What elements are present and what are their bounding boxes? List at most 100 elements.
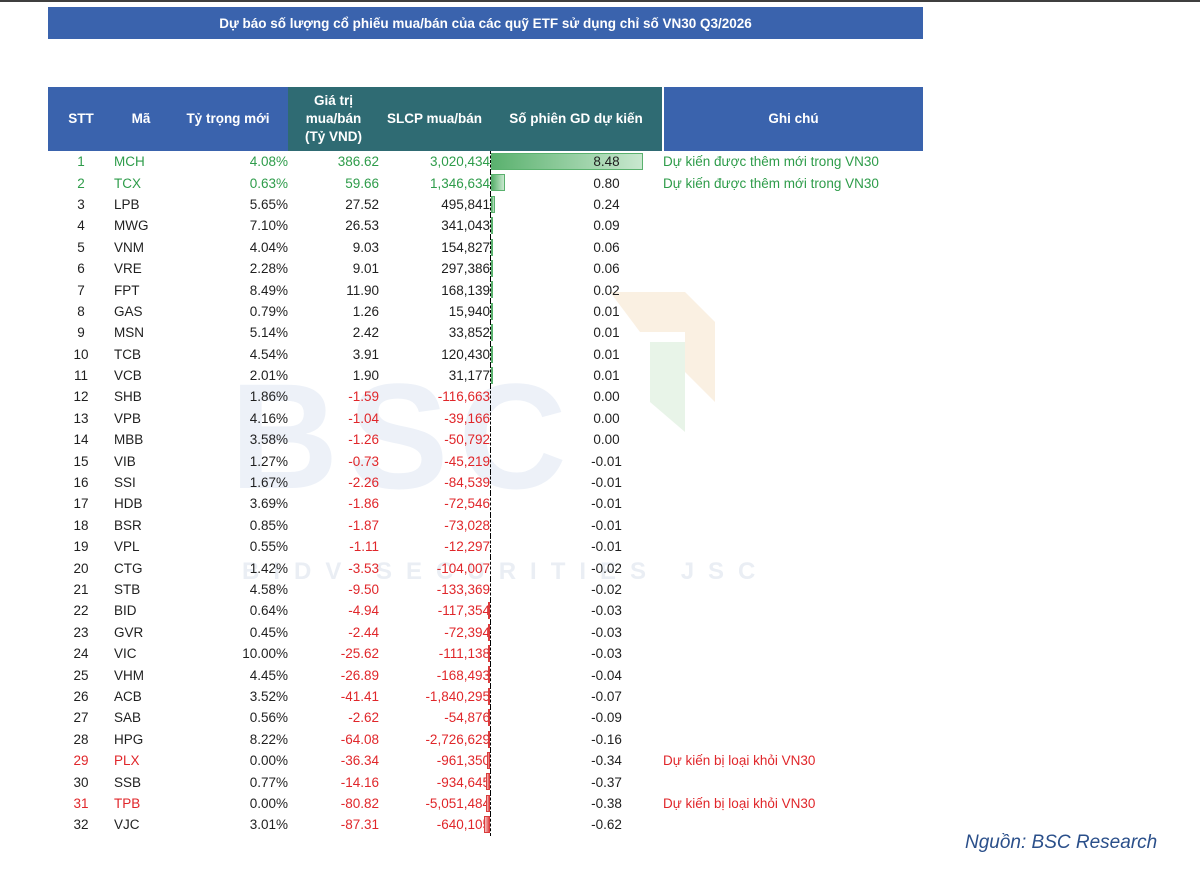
cell-gia-tri: -1.26 [348, 432, 379, 448]
cell-ghi-chu [663, 536, 923, 557]
etf-forecast-table: STT Mã Tỷ trọng mới Giá trị mua/bán (Tỷ … [48, 87, 923, 836]
table-row: 14 MBB 3.58% -1.26 -50,792 0.00 [48, 429, 923, 451]
table-row: 9 MSN 5.14% 2.42 33,852 0.01 [48, 322, 923, 344]
cell-ma: GVR [114, 624, 144, 640]
so-phien-value: -0.04 [591, 667, 622, 683]
cell-ghi-chu [663, 686, 923, 707]
so-phien-bar [491, 281, 493, 299]
cell-ghi-chu [663, 237, 923, 258]
cell-gia-tri: -14.16 [340, 774, 379, 790]
cell-slcp: -116,663 [437, 389, 490, 405]
cell-stt: 4 [77, 218, 85, 234]
cell-slcp: 3,020,434 [429, 154, 490, 170]
table-row: 22 BID 0.64% -4.94 -117,354 -0.03 [48, 600, 923, 622]
so-phien-axis [490, 215, 491, 237]
cell-slcp: -72,546 [444, 496, 490, 512]
so-phien-value: 0.24 [593, 196, 620, 212]
table-row: 8 GAS 0.79% 1.26 15,940 0.01 [48, 300, 923, 323]
cell-stt: 29 [73, 753, 89, 769]
cell-gia-tri: 9.01 [352, 261, 379, 277]
cell-stt: 23 [73, 624, 89, 640]
cell-slcp: 495,841 [441, 196, 490, 212]
cell-so-phien: -0.37 [486, 771, 663, 793]
cell-gia-tri: -87.31 [340, 817, 379, 833]
so-phien-axis [490, 514, 491, 537]
cell-stt: 24 [73, 646, 89, 662]
cell-slcp: -73,028 [444, 517, 490, 533]
cell-ma: MSN [114, 325, 144, 341]
cell-slcp: 297,386 [441, 261, 490, 277]
cell-ty-trong: 0.45% [249, 624, 288, 640]
so-phien-axis [490, 557, 491, 579]
cell-so-phien: -0.07 [488, 685, 663, 708]
cell-slcp: -117,354 [437, 603, 490, 619]
so-phien-axis [490, 450, 491, 472]
cell-slcp: -133,369 [436, 582, 490, 597]
cell-ma: VHM [114, 667, 144, 683]
so-phien-value: -0.01 [591, 453, 622, 469]
cell-ghi-chu [663, 344, 923, 365]
cell-slcp: -54,876 [444, 710, 490, 726]
cell-stt: 14 [73, 432, 89, 448]
cell-gia-tri: -1.59 [348, 389, 379, 405]
so-phien-axis [490, 707, 491, 729]
so-phien-bar [483, 816, 490, 834]
cell-ghi-chu: Dự kiến bị loại khỏi VN30 [663, 795, 816, 811]
cell-slcp: -45,219 [444, 453, 490, 469]
cell-so-phien: 8.48 [490, 151, 663, 173]
cell-slcp: 154,827 [441, 239, 490, 255]
so-phien-bar [491, 174, 506, 192]
table-row: 12 SHB 1.86% -1.59 -116,663 0.00 [48, 386, 923, 408]
table-row: 4 MWG 7.10% 26.53 341,043 0.09 [48, 215, 923, 237]
cell-ghi-chu [663, 643, 923, 664]
cell-gia-tri: 11.90 [346, 282, 379, 298]
cell-gia-tri: 9.03 [352, 239, 379, 255]
cell-ma: VIC [114, 646, 137, 662]
cell-so-phien: 0.01 [490, 343, 663, 365]
cell-gia-tri: -3.53 [348, 560, 379, 576]
cell-ghi-chu [663, 515, 923, 536]
cell-ty-trong: 4.16% [249, 410, 288, 426]
so-phien-axis [490, 300, 491, 323]
cell-ty-trong: 4.58% [249, 582, 288, 597]
cell-ty-trong: 0.00% [249, 753, 288, 769]
cell-gia-tri: -36.34 [340, 753, 379, 769]
cell-slcp: 120,430 [441, 346, 490, 362]
cell-so-phien: 0.06 [490, 236, 663, 258]
cell-gia-tri: 1.90 [352, 368, 379, 384]
cell-ty-trong: 8.49% [249, 282, 288, 298]
cell-gia-tri: -25.62 [340, 646, 379, 662]
cell-so-phien: 0.24 [490, 193, 663, 216]
cell-so-phien: -0.03 [488, 642, 663, 665]
cell-ma: GAS [114, 303, 143, 319]
cell-so-phien: 0.00 [490, 407, 663, 430]
cell-slcp: -50,792 [444, 432, 490, 448]
header-gia-tri: Giá trị mua/bán (Tỷ VND) [288, 87, 379, 151]
cell-stt: 13 [73, 410, 89, 426]
cell-ma: BID [114, 603, 137, 619]
so-phien-axis [490, 236, 491, 258]
cell-ty-trong: 4.54% [249, 346, 288, 362]
so-phien-axis [490, 279, 491, 301]
cell-gia-tri: -1.11 [349, 539, 379, 555]
cell-ma: ACB [114, 688, 142, 704]
cell-slcp: 1,346,634 [429, 175, 490, 191]
so-phien-axis [490, 814, 491, 836]
cell-ghi-chu: Dự kiến được thêm mới trong VN30 [663, 175, 879, 191]
cell-gia-tri: 386.62 [337, 154, 379, 170]
header-gia-tri-line2: mua/bán [305, 111, 362, 126]
cell-so-phien: -0.16 [488, 728, 663, 750]
so-phien-bar [486, 751, 490, 769]
so-phien-axis [490, 193, 491, 216]
cell-ty-trong: 1.27% [249, 453, 288, 469]
cell-ma: VIB [114, 453, 136, 469]
so-phien-axis [490, 621, 491, 643]
cell-ghi-chu [663, 729, 923, 750]
cell-stt: 31 [73, 795, 89, 811]
cell-ty-trong: 0.79% [249, 303, 288, 319]
so-phien-value: -0.37 [591, 774, 622, 790]
cell-ty-trong: 0.64% [249, 603, 288, 619]
cell-so-phien: -0.03 [488, 621, 663, 643]
header-ma: Mã [114, 87, 168, 151]
cell-ma: BSR [114, 517, 142, 533]
